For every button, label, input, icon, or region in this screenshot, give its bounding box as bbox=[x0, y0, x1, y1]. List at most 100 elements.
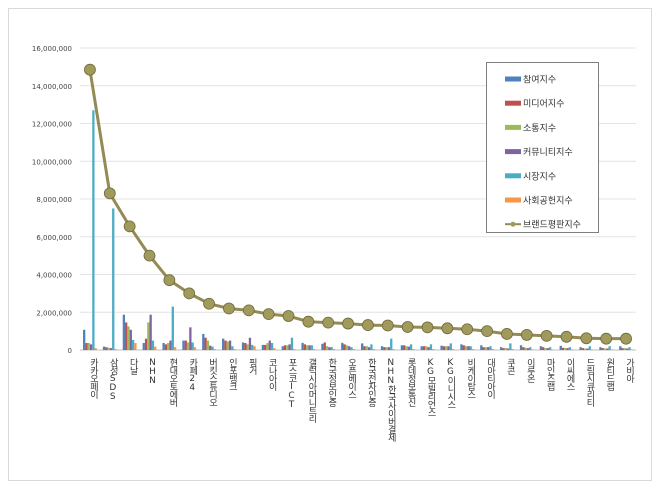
bar-커뮤니티지수-카카오페이 bbox=[89, 344, 93, 350]
brand-index-point-한국정보인증 bbox=[322, 316, 335, 329]
bar-소통지수-삼성SDS bbox=[107, 347, 110, 350]
bar-참여지수-갤럭시아머니트리 bbox=[301, 342, 304, 350]
brand-index-point-가비아 bbox=[620, 332, 632, 345]
bar-시장지수-인포뱅크 bbox=[231, 346, 234, 350]
bar-커뮤니티지수-이루온 bbox=[526, 348, 530, 350]
y-tick-label: 12,000,000 bbox=[32, 121, 72, 129]
bar-사회공헌지수-한국전자인증 bbox=[372, 349, 375, 350]
bar-커뮤니티지수-삼성SDS bbox=[109, 348, 113, 350]
bar-참여지수-오픈베이스 bbox=[341, 342, 344, 350]
bar-시장지수-비케이탑스 bbox=[469, 346, 472, 350]
bar-사회공헌지수-갤럭시아머니트리 bbox=[312, 349, 316, 350]
bar-사회공헌지수-카페24 bbox=[193, 347, 197, 350]
bar-시장지수-원티드랩 bbox=[608, 346, 611, 350]
brand-index-point-핑거 bbox=[242, 304, 255, 317]
x-tick-label: 한국정보인증 bbox=[326, 358, 336, 407]
legend-swatch-참여지수 bbox=[505, 76, 521, 82]
bar-사회공헌지수-드림시큐리티 bbox=[590, 349, 594, 350]
bar-미디어지수-드림시큐리티 bbox=[581, 348, 585, 350]
bar-미디어지수-한국정보인증 bbox=[323, 342, 326, 350]
bar-참여지수-마인즈랩 bbox=[539, 346, 543, 350]
x-tick-label: 버킷스튜디오 bbox=[207, 358, 217, 406]
brand-index-point-카페24 bbox=[183, 287, 196, 300]
bar-소통지수-원티드랩 bbox=[603, 348, 607, 350]
bar-미디어지수-비케이탑스 bbox=[462, 345, 465, 350]
x-tick-label: NHN bbox=[148, 358, 158, 385]
bar-참여지수-버킷스튜디오 bbox=[202, 333, 205, 350]
x-tick-label: 오픈베이스 bbox=[346, 358, 356, 398]
bar-사회공헌지수-이루온 bbox=[531, 349, 534, 350]
bar-미디어지수-이씨에스 bbox=[561, 347, 565, 350]
bar-커뮤니티지수-원티드랩 bbox=[606, 348, 609, 350]
brand-index-point-코나아이 bbox=[262, 308, 275, 321]
bar-미디어지수-핑거 bbox=[244, 343, 247, 350]
bar-시장지수-KG모빌리언스 bbox=[429, 344, 433, 350]
bar-소통지수-비케이탑스 bbox=[464, 346, 468, 350]
y-tick-label: 0 bbox=[68, 347, 72, 355]
bar-참여지수-한국정보인증 bbox=[321, 343, 324, 350]
x-tick-label: 드림시큐리티 bbox=[584, 358, 594, 408]
bar-시장지수-포스코ICT bbox=[290, 337, 294, 350]
bar-사회공헌지수-삼성SDS bbox=[114, 349, 117, 350]
y-tick-label: 10,000,000 bbox=[32, 158, 72, 166]
bar-소통지수-다날 bbox=[127, 326, 130, 350]
bar-미디어지수-NHN한국사이버결제 bbox=[383, 347, 386, 350]
bar-소통지수-한국정보인증 bbox=[325, 346, 329, 350]
bar-미디어지수-포스코ICT bbox=[283, 345, 287, 350]
bar-참여지수-비케이탑스 bbox=[460, 344, 463, 350]
bar-시장지수-한국전자인증 bbox=[370, 344, 373, 350]
bar-커뮤니티지수-오픈베이스 bbox=[348, 346, 351, 350]
brand-index-point-카카오페이 bbox=[84, 63, 96, 76]
bar-커뮤니티지수-이씨에스 bbox=[566, 348, 569, 350]
bar-시장지수-이씨에스 bbox=[568, 347, 572, 350]
brand-index-point-포스코ICT bbox=[282, 310, 295, 322]
bar-미디어지수-인포뱅크 bbox=[224, 340, 227, 350]
bar-사회공헌지수-핑거 bbox=[253, 346, 256, 350]
legend-marker bbox=[510, 221, 516, 227]
bar-미디어지수-카페24 bbox=[184, 340, 187, 350]
bar-시장지수-한국정보인증 bbox=[330, 347, 333, 350]
bar-시장지수-쿠콘 bbox=[509, 343, 512, 350]
bar-소통지수-버킷스튜디오 bbox=[206, 340, 210, 350]
bar-사회공헌지수-롯데정보통신 bbox=[412, 349, 415, 350]
bar-시장지수-롯데정보통신 bbox=[409, 344, 413, 350]
brand-index-point-NHN한국사이버결제 bbox=[381, 319, 394, 332]
bar-커뮤니티지수-마인즈랩 bbox=[546, 348, 549, 350]
bar-사회공헌지수-이씨에스 bbox=[571, 349, 574, 350]
legend-label: 미디어지수 bbox=[523, 99, 564, 110]
bar-미디어지수-대아티아이 bbox=[482, 347, 485, 350]
bar-참여지수-카페24 bbox=[182, 340, 185, 350]
bar-미디어지수-카카오페이 bbox=[85, 343, 88, 350]
bar-사회공헌지수-비케이탑스 bbox=[471, 349, 475, 350]
brand-index-point-드림시큐리티 bbox=[580, 332, 593, 345]
bar-참여지수-핑거 bbox=[241, 342, 245, 350]
bar-참여지수-대아티아이 bbox=[480, 345, 483, 350]
bar-참여지수-쿠콘 bbox=[500, 347, 503, 350]
bar-소통지수-드림시큐리티 bbox=[584, 348, 587, 350]
legend-swatch-소통지수 bbox=[505, 124, 521, 130]
bar-사회공헌지수-카카오페이 bbox=[94, 348, 97, 350]
bar-참여지수-삼성SDS bbox=[102, 346, 106, 350]
x-tick-label: 이씨에스 bbox=[565, 358, 575, 390]
bar-시장지수-카카오페이 bbox=[92, 110, 95, 350]
y-tick-label: 16,000,000 bbox=[32, 45, 72, 53]
brand-index-point-한국전자인증 bbox=[362, 319, 374, 331]
legend-label: 소통지수 bbox=[523, 123, 556, 134]
x-tick-label: 인포뱅크 bbox=[227, 358, 237, 390]
brand-index-point-갤럭시아머니트리 bbox=[302, 315, 315, 328]
bar-시장지수-코나아이 bbox=[270, 343, 274, 350]
bar-커뮤니티지수-대아티아이 bbox=[487, 347, 490, 350]
x-tick-label: 다날 bbox=[128, 358, 138, 375]
bar-커뮤니티지수-포스코ICT bbox=[288, 344, 291, 350]
bar-소통지수-핑거 bbox=[246, 344, 249, 350]
bar-미디어지수-KG모빌리언스 bbox=[422, 346, 426, 350]
bar-참여지수-다날 bbox=[122, 314, 126, 350]
bar-시장지수-드림시큐리티 bbox=[588, 346, 591, 350]
bar-시장지수-오픈베이스 bbox=[350, 347, 353, 350]
legend-label: 커뮤니티지수 bbox=[523, 147, 573, 158]
bar-시장지수-NHN한국사이버결제 bbox=[390, 338, 393, 350]
bar-커뮤니티지수-코나아이 bbox=[268, 340, 271, 350]
bar-참여지수-현대오토에버 bbox=[162, 343, 165, 350]
bar-소통지수-마인즈랩 bbox=[544, 348, 547, 350]
bar-시장지수-다날 bbox=[131, 339, 135, 350]
